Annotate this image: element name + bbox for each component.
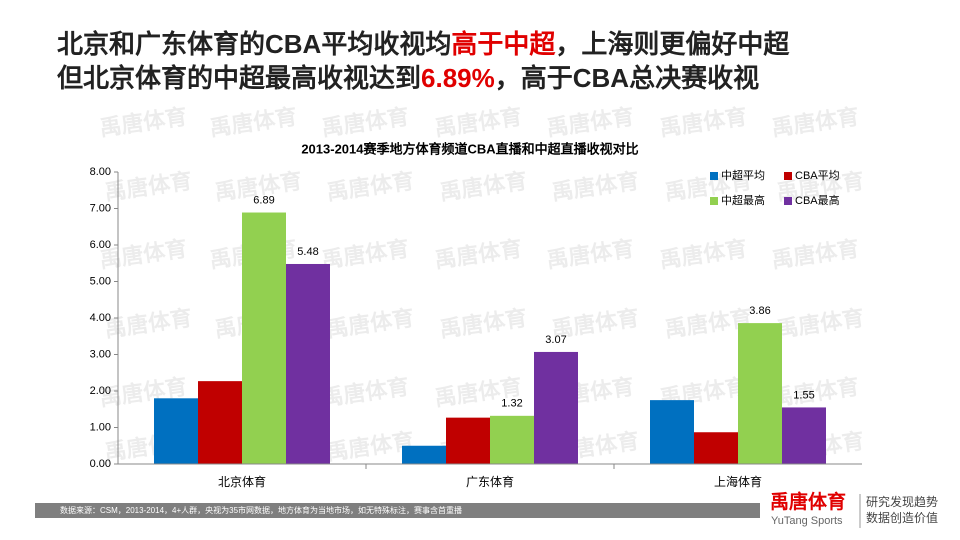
bar xyxy=(154,398,198,464)
bar xyxy=(242,212,286,464)
data-label: 3.07 xyxy=(545,334,566,346)
data-label: 5.48 xyxy=(297,246,318,258)
bar xyxy=(782,407,826,464)
legend-swatch xyxy=(784,197,792,205)
data-label: 1.32 xyxy=(501,398,522,410)
chart: 0.00 1.00 2.00 3.00 4.00 5.00 6.00 7.00 8.00 北京体育… xyxy=(90,166,862,489)
legend-swatch xyxy=(784,172,792,180)
data-label: 1.55 xyxy=(793,389,814,401)
bar xyxy=(694,432,738,464)
watermark: 禹唐体育 xyxy=(658,236,749,273)
watermark: 禹唐体育 xyxy=(325,168,416,205)
legend-label: CBA平均 xyxy=(795,169,840,182)
bar xyxy=(650,400,694,464)
watermark: 禹唐体育 xyxy=(438,305,529,342)
headline-text: ，高于CBA总决赛收视 xyxy=(495,63,759,93)
headline-text: ，上海则更偏好中超 xyxy=(555,29,790,59)
source-note: 数据来源：CSM，2013-2014，4+人群，央视为35市网数据，地方体育为当… xyxy=(60,505,462,515)
y-tick-label: 0.00 xyxy=(90,458,111,470)
watermark: 禹唐体育 xyxy=(770,236,861,273)
watermark: 禹唐体育 xyxy=(433,104,524,141)
bar xyxy=(490,415,534,464)
watermark: 禹唐体育 xyxy=(770,374,861,411)
watermark: 禹唐体育 xyxy=(433,236,524,273)
slogan: 数据创造价值 xyxy=(866,510,938,525)
x-tick-label: 上海体育 xyxy=(714,474,762,489)
watermark: 禹唐体育 xyxy=(320,236,411,273)
chart-title: 2013-2014赛季地方体育频道CBA直播和中超直播收视对比 xyxy=(301,141,638,156)
legend-swatch xyxy=(710,172,718,180)
footer-bar xyxy=(35,503,760,518)
headline-2: 但北京体育的中超最高收视达到6.89%，高于CBA总决赛收视 xyxy=(57,63,759,93)
y-tick-label: 7.00 xyxy=(90,202,111,214)
data-label: 3.86 xyxy=(749,305,770,317)
legend-label: 中超最高 xyxy=(721,193,765,207)
x-tick-label: 广东体育 xyxy=(466,474,514,489)
headline-highlight: 6.89% xyxy=(421,63,495,93)
legend-label: 中超平均 xyxy=(721,168,765,182)
headline-text: 但北京体育的中超最高收视达到 xyxy=(57,63,421,93)
legend-swatch xyxy=(710,197,718,205)
watermark: 禹唐体育 xyxy=(103,168,194,205)
headline-1: 北京和广东体育的CBA平均收视均高于中超，上海则更偏好中超 xyxy=(57,29,790,59)
watermark: 禹唐体育 xyxy=(325,305,416,342)
y-tick-label: 6.00 xyxy=(90,239,111,251)
watermark: 禹唐体育 xyxy=(545,104,636,141)
watermark: 禹唐体育 xyxy=(103,305,194,342)
y-tick-label: 8.00 xyxy=(90,166,111,178)
watermark: 禹唐体育 xyxy=(98,104,189,141)
watermark: 禹唐体育 xyxy=(208,104,299,141)
bar xyxy=(402,445,446,464)
bar xyxy=(446,417,490,464)
bar xyxy=(198,381,242,464)
watermark: 禹唐体育 xyxy=(658,104,749,141)
y-tick-label: 1.00 xyxy=(90,421,111,433)
legend-label: CBA最高 xyxy=(795,193,840,207)
watermark: 禹唐体育 xyxy=(545,236,636,273)
logo-en: YuTang Sports xyxy=(771,515,843,527)
data-label: 6.89 xyxy=(253,194,274,206)
watermark: 禹唐体育 xyxy=(320,374,411,411)
y-tick-label: 3.00 xyxy=(90,348,111,360)
bar xyxy=(286,263,330,464)
y-tick-label: 4.00 xyxy=(90,312,111,324)
headline-text: 北京和广东体育的CBA平均收视均 xyxy=(57,29,451,59)
logo: 禹唐体育 xyxy=(770,490,846,513)
watermark: 禹唐体育 xyxy=(770,104,861,141)
bar xyxy=(738,323,782,464)
bar xyxy=(534,351,578,464)
watermark: 禹唐体育 xyxy=(98,236,189,273)
watermark: 禹唐体育 xyxy=(775,305,866,342)
headline-highlight: 高于中超 xyxy=(451,29,556,59)
watermark: 禹唐体育 xyxy=(550,168,641,205)
watermark: 禹唐体育 xyxy=(320,104,411,141)
y-tick-label: 5.00 xyxy=(90,275,111,287)
y-tick-label: 2.00 xyxy=(90,385,111,397)
slogan: 研究发现趋势 xyxy=(866,494,938,509)
x-tick-label: 北京体育 xyxy=(218,474,266,489)
watermark: 禹唐体育 xyxy=(438,168,529,205)
